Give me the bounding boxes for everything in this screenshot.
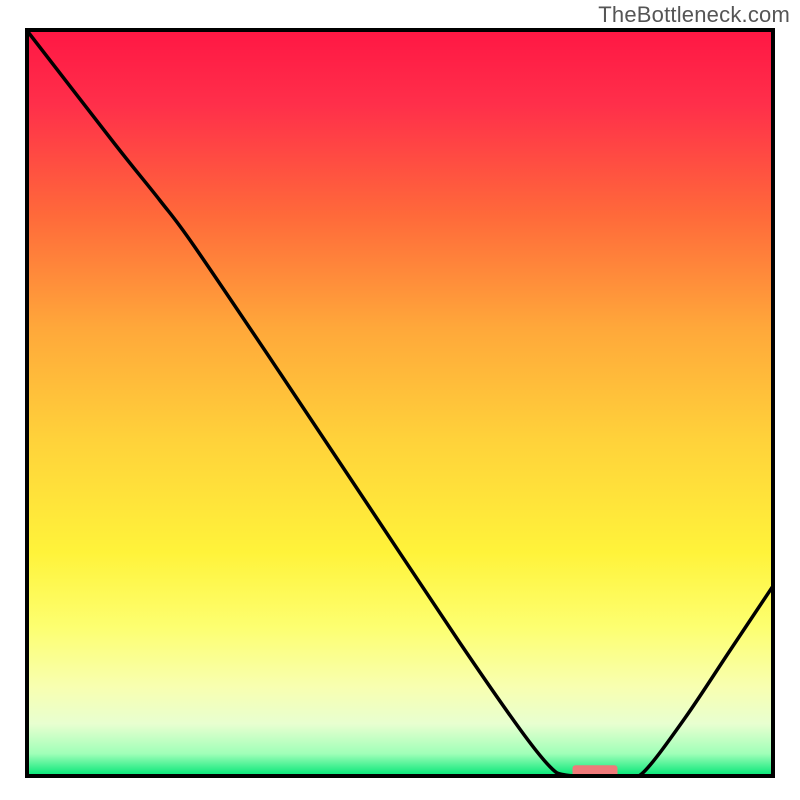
bottleneck-chart — [0, 0, 800, 800]
chart-frame: TheBottleneck.com — [0, 0, 800, 800]
gradient-background — [27, 30, 773, 776]
